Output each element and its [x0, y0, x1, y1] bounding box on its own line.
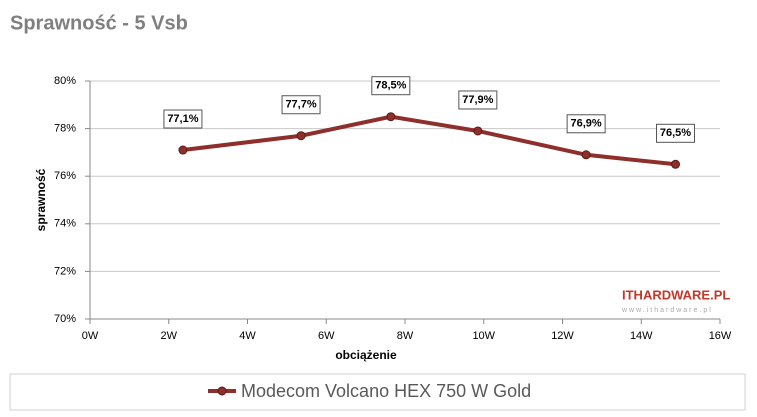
y-tick-label: 72% — [54, 265, 76, 277]
data-label: 77,1% — [167, 113, 198, 125]
legend-label: Modecom Volcano HEX 750 W Gold — [241, 381, 531, 401]
data-label: 77,7% — [285, 99, 316, 111]
data-label: 76,5% — [660, 127, 691, 139]
x-tick-label: 14W — [630, 330, 653, 342]
data-label: 78,5% — [375, 80, 406, 92]
legend-marker — [217, 386, 227, 396]
data-label-box — [566, 114, 606, 134]
x-tick-label: 10W — [472, 330, 495, 342]
data-label: 77,9% — [462, 94, 493, 106]
x-tick-label: 2W — [161, 330, 178, 342]
y-tick-label: 74% — [54, 218, 76, 230]
x-tick-label: 8W — [397, 330, 414, 342]
chart-title: Sprawność - 5 Vsb — [10, 12, 188, 34]
data-label: 76,9% — [571, 118, 602, 130]
data-label-box — [163, 109, 203, 129]
watermark-url: www.ithardware.pl — [621, 307, 713, 314]
y-axis-label: sprawność — [34, 168, 48, 231]
watermark-text: ITHARDWARE.PL — [622, 287, 730, 302]
data-point — [671, 159, 681, 169]
data-label-box — [458, 90, 498, 110]
legend-box — [9, 373, 746, 411]
data-label-box — [281, 95, 321, 115]
series-line — [182, 114, 676, 167]
y-tick-label: 80% — [54, 75, 76, 87]
data-point — [178, 145, 188, 155]
data-point — [386, 112, 396, 122]
x-tick-label: 16W — [709, 330, 732, 342]
data-point — [581, 150, 591, 160]
data-label-box — [656, 123, 696, 143]
x-tick-label: 4W — [239, 330, 256, 342]
y-tick-label: 70% — [54, 313, 76, 325]
x-tick-label: 0W — [82, 330, 99, 342]
data-point — [296, 131, 306, 141]
x-tick-label: 12W — [551, 330, 574, 342]
y-tick-label: 78% — [54, 123, 76, 135]
x-tick-label: 6W — [318, 330, 335, 342]
x-axis-label: obciążenie — [335, 348, 397, 362]
data-label-box — [371, 76, 411, 96]
data-point — [473, 126, 483, 136]
y-tick-label: 76% — [54, 170, 76, 182]
